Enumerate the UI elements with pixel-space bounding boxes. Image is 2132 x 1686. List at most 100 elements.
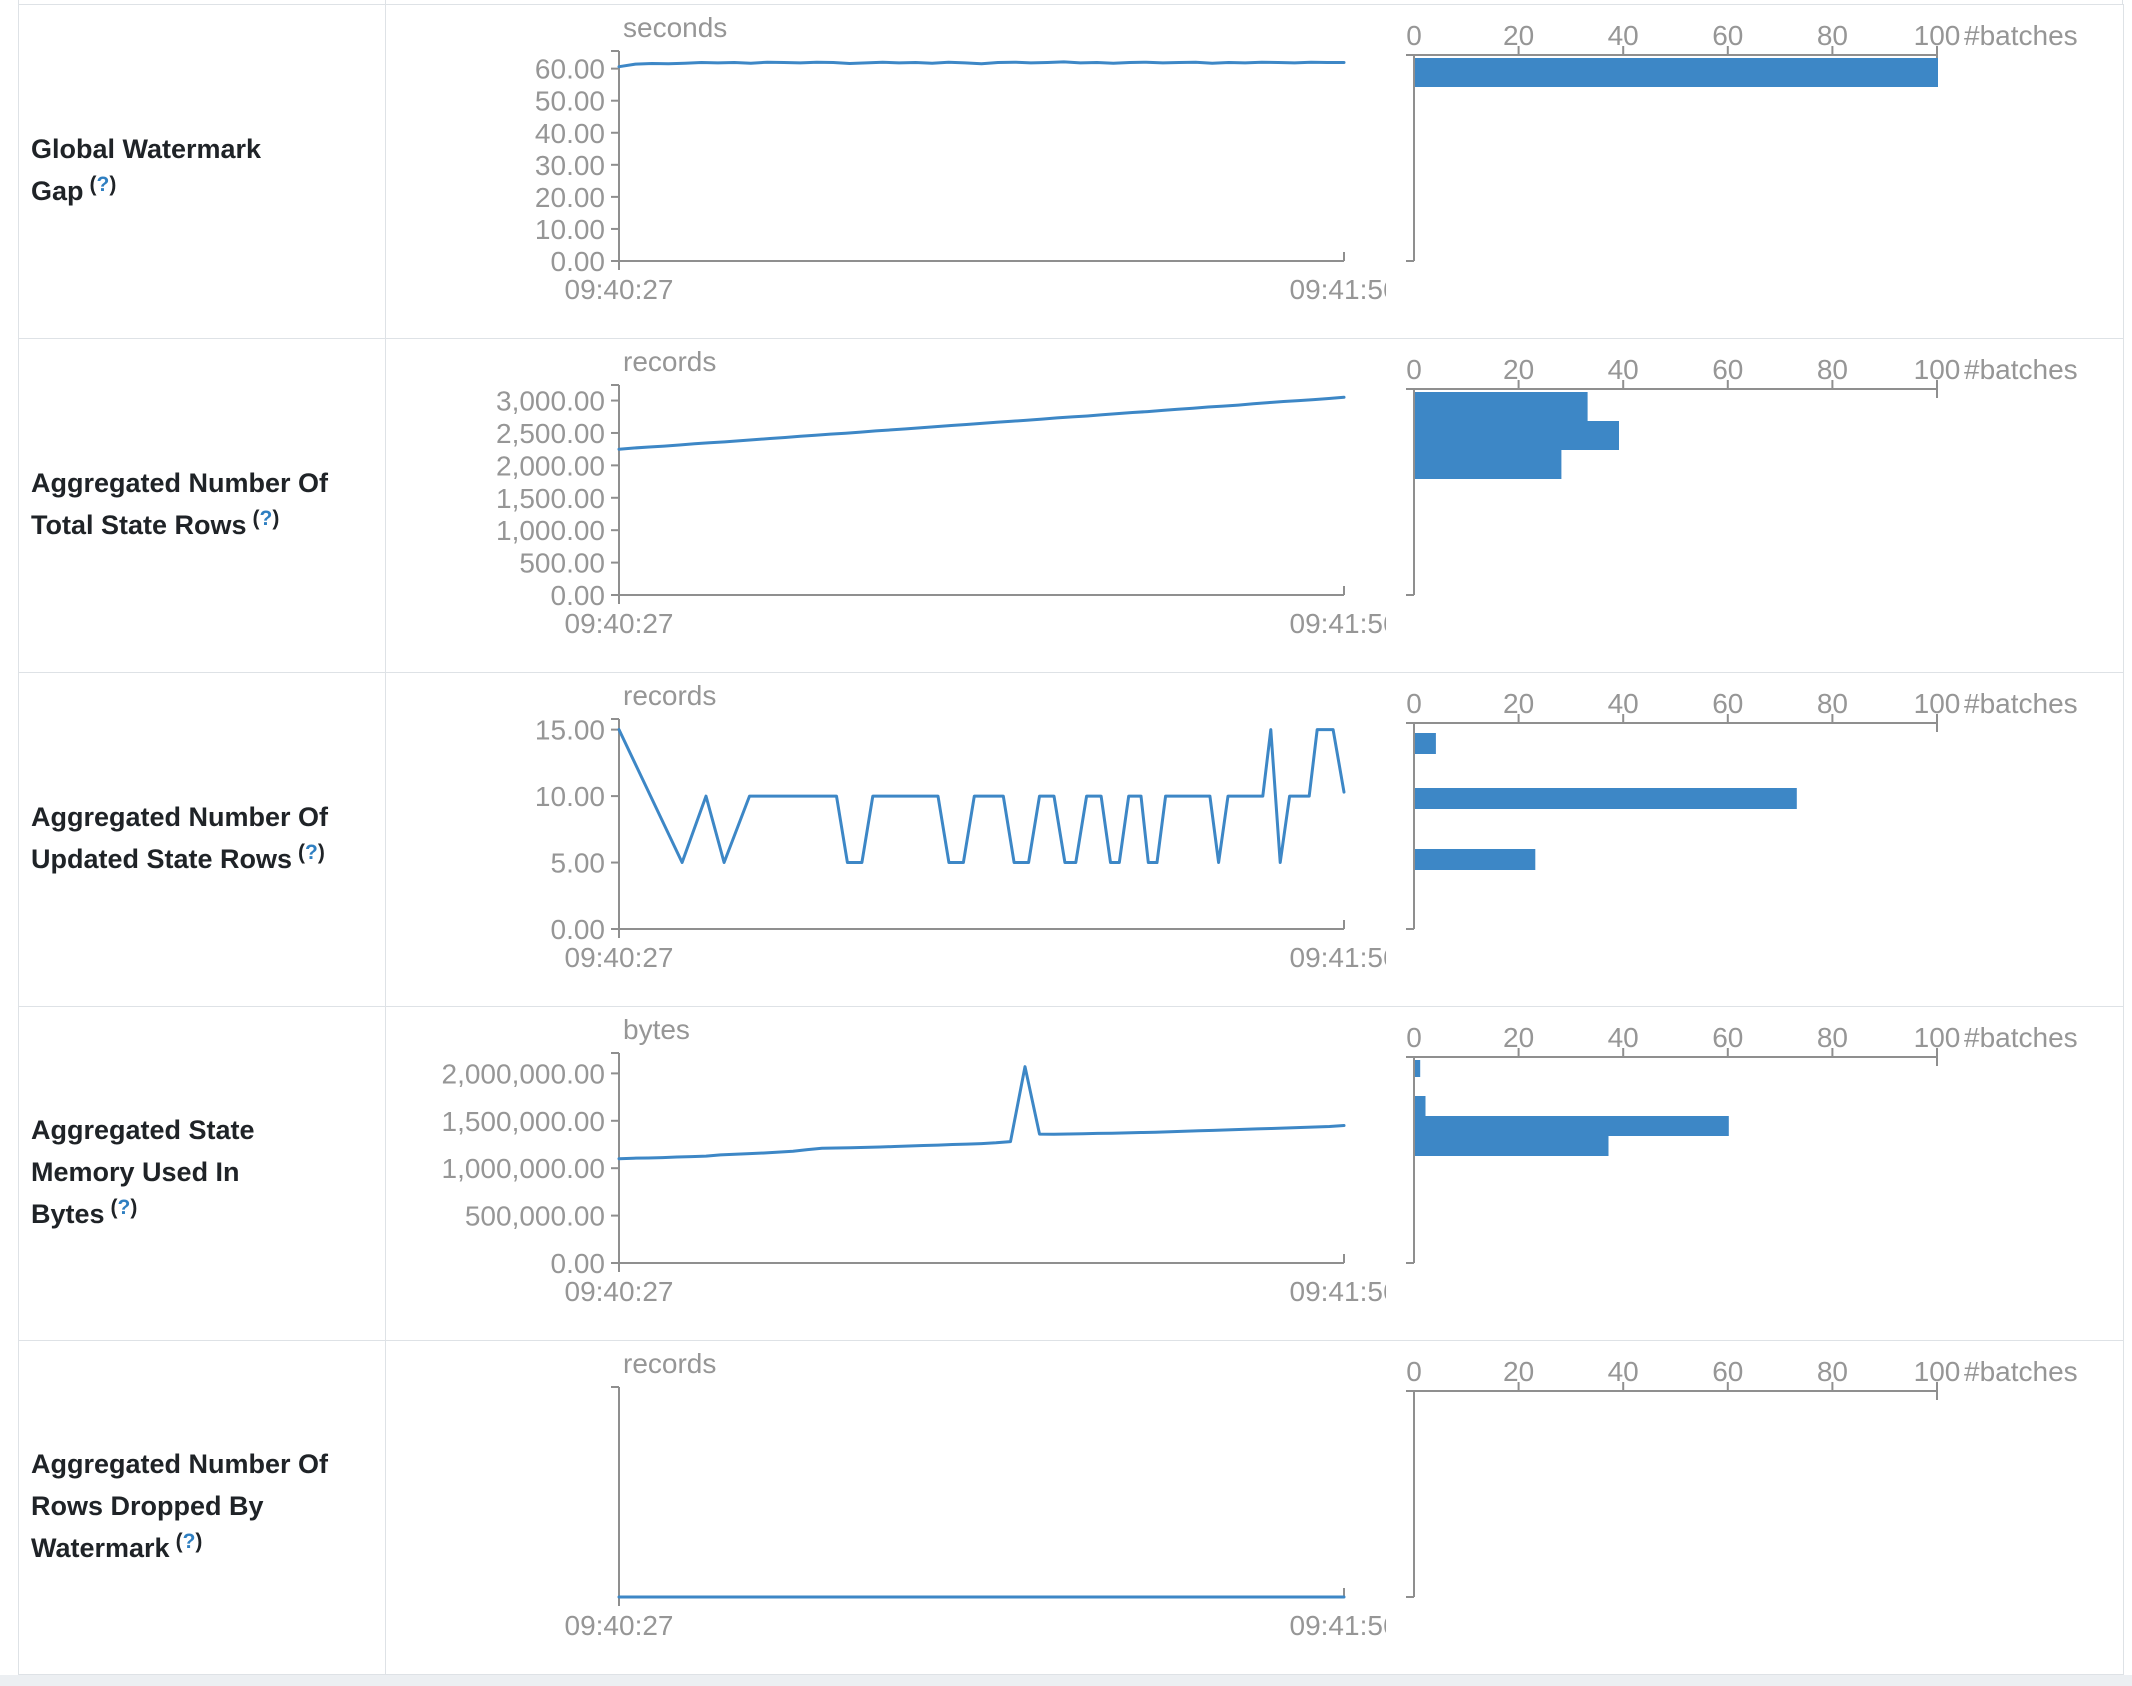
metric-label-cell: Aggregated State Memory Used In Bytes (?)	[19, 1007, 386, 1340]
svg-text:40.00: 40.00	[535, 118, 605, 149]
svg-text:records: records	[623, 1348, 716, 1379]
svg-text:1,500.00: 1,500.00	[496, 483, 605, 514]
svg-text:40: 40	[1608, 20, 1639, 51]
metric-label-text: Global Watermark Gap	[31, 134, 262, 206]
svg-text:5.00: 5.00	[551, 848, 606, 879]
svg-text:500,000.00: 500,000.00	[465, 1201, 605, 1232]
svg-text:80: 80	[1817, 688, 1848, 719]
svg-text:50.00: 50.00	[535, 86, 605, 117]
streaming-statistics-table: Global Watermark Gap (?) seconds 60.00 50.0…	[18, 4, 2124, 1675]
svg-text:0: 0	[1406, 688, 1422, 719]
svg-text:09:40:27: 09:40:27	[565, 1276, 674, 1307]
svg-text:20: 20	[1503, 688, 1534, 719]
svg-text:100: 100	[1914, 354, 1961, 385]
help-link[interactable]: (?)	[89, 173, 117, 196]
svg-text:records: records	[623, 346, 716, 377]
svg-text:09:40:27: 09:40:27	[565, 608, 674, 639]
svg-text:40: 40	[1608, 1022, 1639, 1053]
metric-row-global-watermark-gap: Global Watermark Gap (?) seconds 60.00 50.0…	[19, 5, 2123, 339]
svg-text:60: 60	[1712, 1022, 1743, 1053]
svg-text:09:40:27: 09:40:27	[565, 1610, 674, 1641]
timeline-chart: records 09:40:27 09:41:56	[565, 1348, 1387, 1641]
chart-cell: records 15.00 10.00 5.00 0.00 09:40:27 09:41:5…	[386, 673, 2123, 1006]
svg-text:2,000,000.00: 2,000,000.00	[442, 1058, 606, 1089]
chart-cell: bytes 2,000,000.00 1,500,000.00 1,000,000.0…	[386, 1007, 2123, 1340]
svg-text:60: 60	[1712, 688, 1743, 719]
svg-text:60: 60	[1712, 1356, 1743, 1387]
histogram-chart: 0 20 40 60 80 100 #batches	[1406, 20, 2078, 262]
svg-text:20: 20	[1503, 354, 1534, 385]
svg-text:seconds: seconds	[623, 12, 727, 43]
svg-text:1,500,000.00: 1,500,000.00	[442, 1106, 606, 1137]
help-question-icon: ?	[96, 173, 110, 196]
metric-label-text: Aggregated Number Of Rows Dropped By Wat…	[31, 1449, 329, 1563]
chart-cell: records 09:40:27 09:41:56 0 20 40 60 80 100#bat…	[386, 1341, 2123, 1674]
svg-text:60: 60	[1712, 20, 1743, 51]
svg-text:100: 100	[1914, 1022, 1961, 1053]
svg-text:100: 100	[1914, 20, 1961, 51]
svg-text:1,000,000.00: 1,000,000.00	[442, 1153, 606, 1184]
svg-text:10.00: 10.00	[535, 214, 605, 245]
metric-label-text: Aggregated State Memory Used In Bytes	[31, 1115, 255, 1229]
svg-text:20: 20	[1503, 1022, 1534, 1053]
svg-text:80: 80	[1817, 1022, 1848, 1053]
svg-text:#batches: #batches	[1964, 354, 2078, 385]
svg-text:40: 40	[1608, 1356, 1639, 1387]
svg-text:80: 80	[1817, 1356, 1848, 1387]
svg-text:20: 20	[1503, 20, 1534, 51]
svg-text:15.00: 15.00	[535, 715, 605, 746]
svg-text:60.00: 60.00	[535, 54, 605, 85]
histogram-chart: 0 20 40 60 80 100 #batches	[1406, 1022, 2078, 1264]
svg-text:0: 0	[1406, 1356, 1422, 1387]
metric-label-cell: Aggregated Number Of Total State Rows (?)	[19, 339, 386, 672]
help-link[interactable]: (?)	[110, 1196, 138, 1219]
help-link[interactable]: (?)	[298, 841, 325, 864]
metric-label-text: Aggregated Number Of Updated State Rows	[31, 802, 329, 874]
timeline-chart: seconds 60.0050.0040.0030.0020.0010.000.0…	[535, 12, 1387, 305]
chart-cell: seconds 60.00 50.00 40.00 30.00 20.00 10.00 0.0…	[386, 5, 2123, 338]
svg-text:09:41:56: 09:41:56	[1290, 608, 1387, 639]
metric-label: Aggregated State Memory Used In Bytes (?)	[31, 1109, 331, 1238]
svg-text:09:41:56: 09:41:56	[1290, 1276, 1387, 1307]
help-link[interactable]: (?)	[175, 1530, 203, 1553]
svg-text:100: 100	[1914, 688, 1961, 719]
svg-text:0: 0	[1406, 1022, 1422, 1053]
metric-label-cell: Global Watermark Gap (?)	[19, 5, 386, 338]
help-link[interactable]: (?)	[252, 507, 280, 530]
svg-text:09:41:56: 09:41:56	[1290, 942, 1387, 973]
svg-text:0: 0	[1406, 354, 1422, 385]
metric-label-cell: Aggregated Number Of Updated State Rows(…	[19, 673, 386, 1006]
histogram-chart: 0 20 40 60 80 100 #batches	[1406, 354, 2078, 596]
svg-text:0.00: 0.00	[551, 580, 606, 611]
svg-text:2,500.00: 2,500.00	[496, 418, 605, 449]
svg-text:10.00: 10.00	[535, 781, 605, 812]
histogram-chart: 0 20 40 60 80 100 #batches	[1406, 688, 2078, 930]
svg-text:3,000.00: 3,000.00	[496, 386, 605, 417]
table-top-edge	[0, 0, 2132, 4]
page-bottom-strip	[0, 1675, 2132, 1686]
svg-text:#batches: #batches	[1964, 20, 2078, 51]
metric-label-cell: Aggregated Number Of Rows Dropped By Wat…	[19, 1341, 386, 1674]
histogram-chart: 0 20 40 60 80 100 #batches	[1406, 1356, 2078, 1598]
svg-text:#batches: #batches	[1964, 688, 2078, 719]
svg-text:500.00: 500.00	[519, 548, 605, 579]
svg-text:0.00: 0.00	[551, 1248, 606, 1279]
svg-text:1,000.00: 1,000.00	[496, 515, 605, 546]
metric-label: Aggregated Number Of Updated State Rows(…	[31, 796, 331, 883]
svg-text:09:40:27: 09:40:27	[565, 274, 674, 305]
svg-text:0: 0	[1406, 20, 1422, 51]
svg-text:60: 60	[1712, 354, 1743, 385]
metric-label: Global Watermark Gap (?)	[31, 128, 331, 215]
svg-text:80: 80	[1817, 20, 1848, 51]
metric-row-state-memory-used: Aggregated State Memory Used In Bytes (?)…	[19, 1007, 2123, 1341]
chart-cell: records 3,000.00 2,500.00 2,000.00 1,500.00 1…	[386, 339, 2123, 672]
svg-text:20: 20	[1503, 1356, 1534, 1387]
help-question-icon: ?	[182, 1530, 196, 1553]
metric-row-total-state-rows: Aggregated Number Of Total State Rows (?)…	[19, 339, 2123, 673]
help-question-icon: ?	[117, 1196, 131, 1219]
help-question-icon: ?	[259, 507, 273, 530]
svg-text:30.00: 30.00	[535, 150, 605, 181]
svg-text:0.00: 0.00	[551, 246, 606, 277]
svg-text:09:41:56: 09:41:56	[1290, 274, 1387, 305]
